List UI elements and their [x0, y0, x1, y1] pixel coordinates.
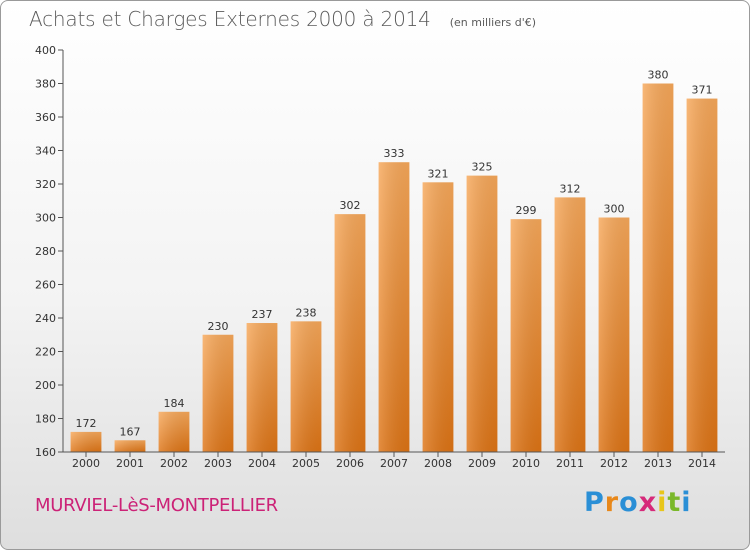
bar-shade: [554, 197, 586, 452]
y-tick-label: 340: [35, 145, 56, 158]
x-tick-label: 2006: [336, 457, 364, 470]
brand-logo: Proxiti: [584, 487, 692, 518]
chart-subtitle: (en milliers d'€): [449, 16, 537, 29]
bar-value-label: 302: [340, 199, 361, 212]
x-tick-label: 2003: [204, 457, 232, 470]
bar-value-label: 230: [208, 320, 229, 333]
y-tick-label: 400: [35, 44, 56, 57]
bar-value-label: 238: [296, 306, 317, 319]
bar-shade: [246, 323, 278, 452]
bar-shade: [642, 83, 674, 452]
location-name: MURVIEL-LèS-MONTPELLIER: [35, 495, 278, 516]
bar-shade: [378, 162, 410, 452]
bar-shade: [598, 217, 630, 452]
bar-value-label: 184: [164, 397, 185, 410]
bar-value-label: 321: [428, 167, 449, 180]
x-tick-label: 2004: [248, 457, 276, 470]
x-tick-label: 2013: [644, 457, 672, 470]
x-tick-label: 2008: [424, 457, 452, 470]
bar-shade: [70, 431, 102, 452]
x-tick-label: 2002: [160, 457, 188, 470]
bar-value-label: 380: [648, 69, 669, 82]
x-axis: 2000 2001 2002 2003 2004 2005 2006 2007 2008 2009…: [63, 451, 725, 470]
bar-value-label: 312: [560, 182, 581, 195]
y-axis: 160 180 200 220 240 260 280 300 320 340 360 380 400: [35, 44, 64, 459]
chart-title: Achats et Charges Externes 2000 à 2014: [29, 7, 431, 31]
x-tick-label: 2009: [468, 457, 496, 470]
bar-value-label: 325: [472, 161, 493, 174]
bar-shade: [466, 175, 498, 452]
y-tick-label: 160: [35, 446, 56, 459]
bar-shade: [422, 182, 454, 452]
x-tick-label: 2005: [292, 457, 320, 470]
x-tick-label: 2014: [688, 457, 716, 470]
x-tick-label: 2000: [72, 457, 100, 470]
x-tick-label: 2011: [556, 457, 584, 470]
brand-logo-letter: t: [667, 487, 682, 518]
bar-value-label: 237: [252, 308, 273, 321]
bars-group: 172 167 184 230 237 238 302 333 321 325 299 312 300 3…: [70, 69, 718, 452]
y-tick-label: 220: [35, 346, 56, 359]
x-tick-label: 2007: [380, 457, 408, 470]
bar-value-label: 299: [516, 204, 537, 217]
y-tick-label: 300: [35, 212, 56, 225]
y-tick-label: 180: [35, 413, 56, 426]
y-tick-label: 260: [35, 279, 56, 292]
bar-value-label: 371: [692, 84, 713, 97]
bar-shade: [202, 334, 234, 452]
bar-shade: [114, 440, 146, 452]
brand-logo-letter: i: [657, 487, 668, 518]
y-tick-label: 200: [35, 379, 56, 392]
brand-logo-letter: o: [619, 487, 639, 518]
bar-shade: [290, 321, 322, 452]
brand-logo-letter: r: [604, 487, 620, 518]
bar-shade: [158, 411, 190, 452]
brand-logo-letter: P: [584, 487, 605, 518]
bar-value-label: 300: [604, 203, 625, 216]
y-tick-label: 240: [35, 312, 56, 325]
x-tick-label: 2012: [600, 457, 628, 470]
y-tick-label: 380: [35, 78, 56, 91]
bar-shade: [510, 219, 542, 452]
bar-value-label: 167: [120, 425, 141, 438]
x-tick-label: 2001: [116, 457, 144, 470]
x-tick-label: 2010: [512, 457, 540, 470]
bar-value-label: 172: [76, 417, 97, 430]
y-tick-label: 280: [35, 245, 56, 258]
brand-logo-letter: i: [681, 487, 692, 518]
title-row: Achats et Charges Externes 2000 à 2014 (…: [29, 7, 536, 31]
y-tick-label: 360: [35, 111, 56, 124]
bar-shade: [686, 98, 718, 452]
y-tick-label: 320: [35, 178, 56, 191]
bar-shade: [334, 214, 366, 452]
brand-logo-letter: x: [638, 487, 658, 518]
bar-value-label: 333: [384, 147, 405, 160]
